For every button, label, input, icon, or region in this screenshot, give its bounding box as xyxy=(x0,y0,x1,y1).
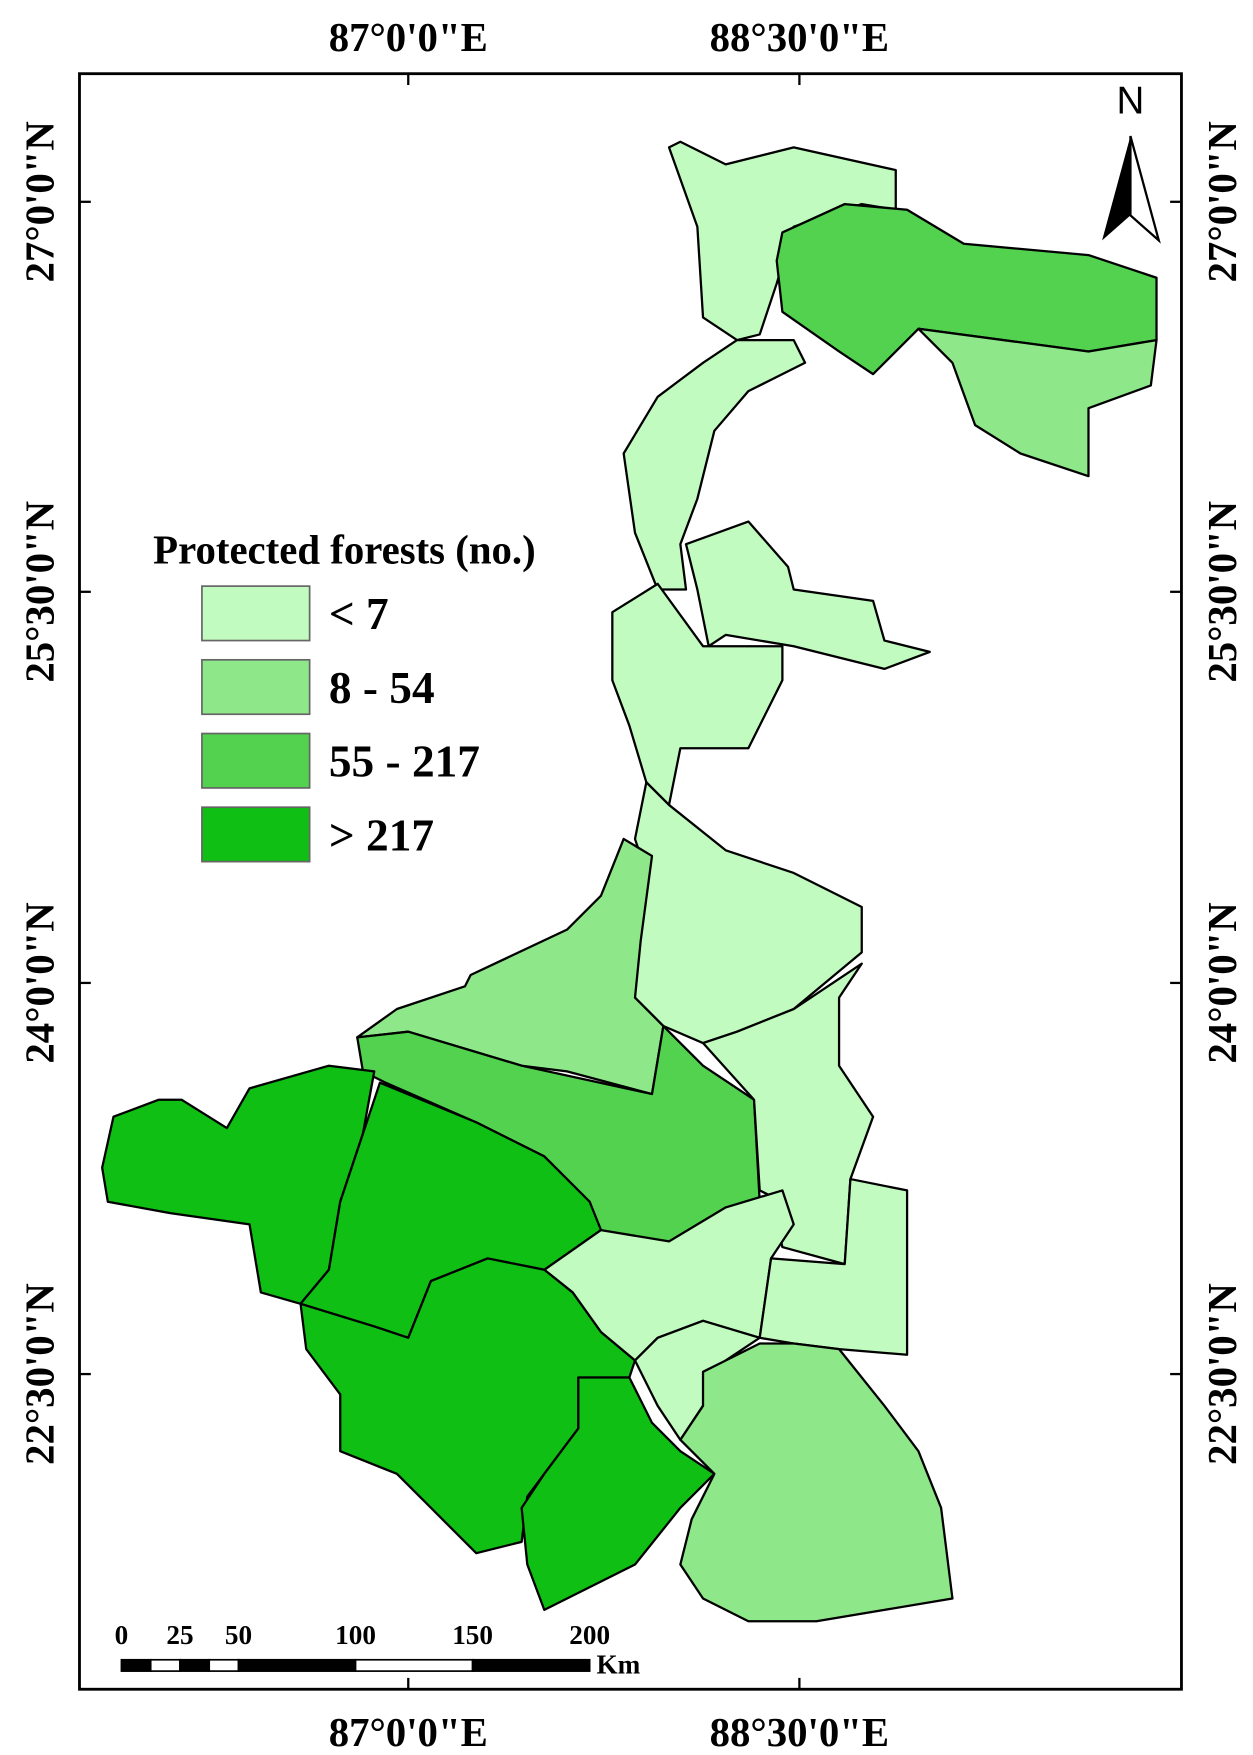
latitude-label-right: 25°30'0"N xyxy=(1200,501,1245,683)
latitude-label-right: 27°0'0"N xyxy=(1200,121,1245,282)
legend-label: < 7 xyxy=(329,589,389,639)
legend-swatch xyxy=(201,732,311,789)
legend-label: 55 - 217 xyxy=(329,737,480,787)
latitude-label-right: 22°30'0"N xyxy=(1200,1283,1245,1465)
legend-label: 8 - 54 xyxy=(329,663,435,713)
region xyxy=(622,338,807,591)
region xyxy=(611,582,784,807)
legend-swatch xyxy=(201,806,311,863)
scale-bar-label: 0 xyxy=(115,1620,129,1650)
region xyxy=(917,327,1158,478)
legend-label: > 217 xyxy=(329,810,434,860)
longitude-label-bottom: 87°0'0"E xyxy=(329,1710,488,1755)
latitude-label-left: 27°0'0"N xyxy=(17,121,62,282)
scale-bar-unit: Km xyxy=(596,1649,640,1679)
regions xyxy=(101,140,1158,1623)
latitude-label-right: 24°0'0"N xyxy=(1200,902,1245,1063)
scale-bar-label: 25 xyxy=(166,1620,193,1650)
latitude-label-left: 22°30'0"N xyxy=(17,1283,62,1465)
scale-bar-label: 150 xyxy=(452,1620,493,1650)
region xyxy=(701,962,875,1266)
legend-swatch xyxy=(201,585,311,642)
north-arrow-right xyxy=(1129,135,1161,244)
scale-bar-segment xyxy=(354,1658,474,1672)
scale-bar-segment xyxy=(179,1658,211,1672)
scale-bar-segment xyxy=(471,1658,591,1672)
longitude-label-top: 88°30'0"E xyxy=(710,15,890,60)
latitude-label-left: 25°30'0"N xyxy=(17,501,62,683)
region xyxy=(758,1177,909,1356)
scale-bar-segment xyxy=(120,1658,152,1672)
legend-title: Protected forests (no.) xyxy=(153,527,536,572)
latitude-label-left: 24°0'0"N xyxy=(17,902,62,1063)
scale-bar-label: 100 xyxy=(335,1620,376,1650)
scale-bar-label: 200 xyxy=(569,1620,610,1650)
scale-bar-segment xyxy=(237,1658,357,1672)
legend-swatch xyxy=(201,658,311,716)
region xyxy=(520,1376,716,1612)
scale-bar-segment xyxy=(208,1658,240,1672)
north-label: N xyxy=(1117,79,1145,122)
longitude-label-top: 87°0'0"E xyxy=(329,15,488,60)
scale-bar-segment xyxy=(149,1658,181,1672)
scale-bar-label: 50 xyxy=(225,1620,252,1650)
longitude-label-bottom: 88°30'0"E xyxy=(710,1710,890,1755)
region xyxy=(679,1342,954,1623)
